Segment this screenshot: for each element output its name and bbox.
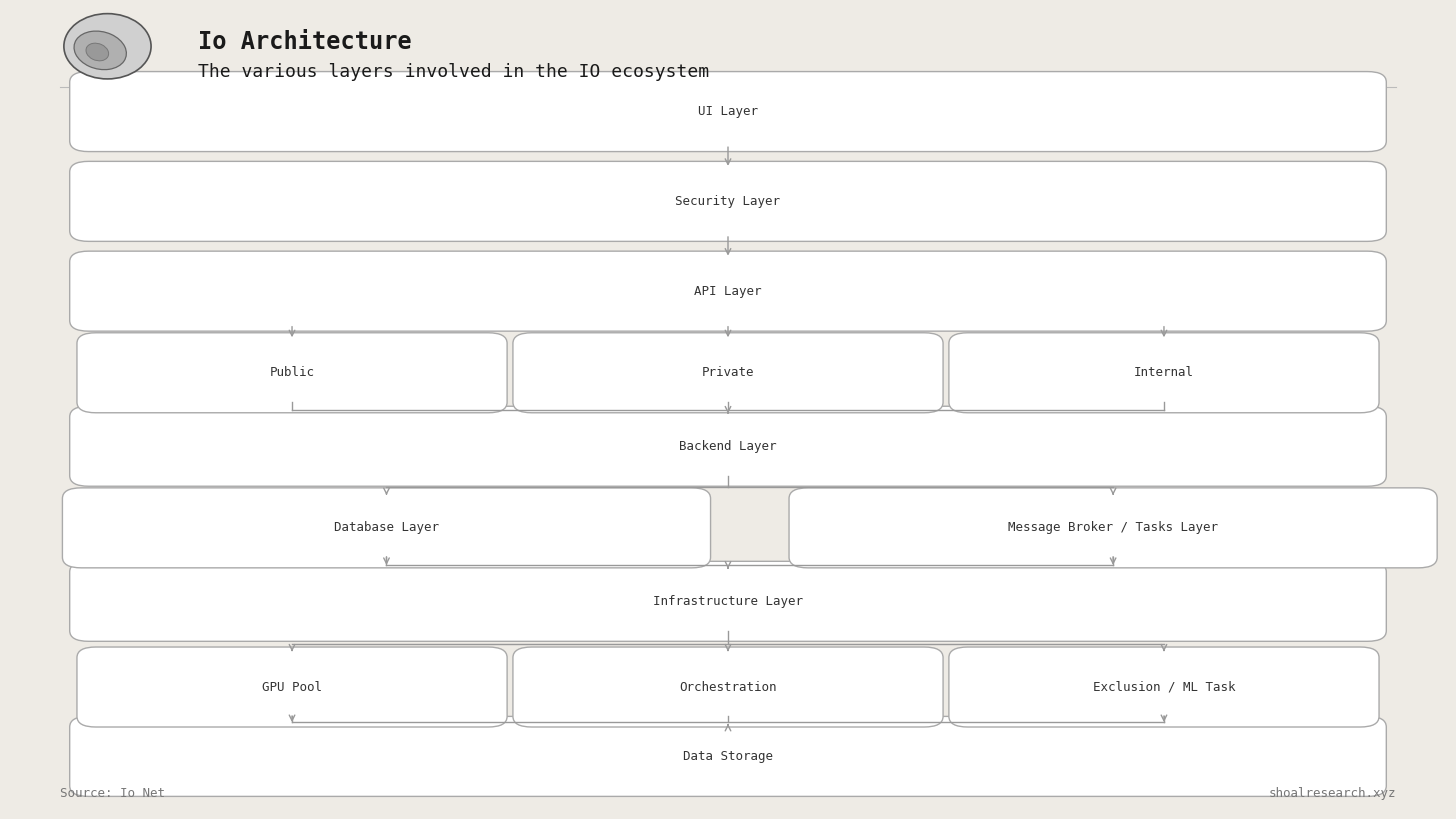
Text: Exclusion / ML Task: Exclusion / ML Task — [1092, 681, 1235, 694]
FancyBboxPatch shape — [70, 251, 1386, 331]
Text: Source: Io Net: Source: Io Net — [60, 787, 165, 799]
Text: Orchestration: Orchestration — [680, 681, 776, 694]
FancyBboxPatch shape — [949, 333, 1379, 413]
Text: The various layers involved in the IO ecosystem: The various layers involved in the IO ec… — [198, 62, 709, 80]
Ellipse shape — [64, 14, 151, 79]
FancyBboxPatch shape — [789, 488, 1437, 568]
Text: UI Layer: UI Layer — [697, 105, 759, 118]
FancyBboxPatch shape — [513, 333, 943, 413]
FancyBboxPatch shape — [63, 488, 711, 568]
FancyBboxPatch shape — [70, 717, 1386, 796]
FancyBboxPatch shape — [70, 71, 1386, 152]
Text: Io Architecture: Io Architecture — [198, 30, 412, 54]
Text: Database Layer: Database Layer — [333, 522, 440, 534]
Text: Public: Public — [269, 366, 314, 379]
Text: Infrastructure Layer: Infrastructure Layer — [652, 595, 804, 608]
Text: Backend Layer: Backend Layer — [680, 440, 776, 453]
Ellipse shape — [86, 43, 109, 61]
Ellipse shape — [74, 31, 127, 70]
Text: Data Storage: Data Storage — [683, 750, 773, 762]
Text: Internal: Internal — [1134, 366, 1194, 379]
FancyBboxPatch shape — [70, 161, 1386, 242]
Text: API Layer: API Layer — [695, 285, 761, 297]
FancyBboxPatch shape — [70, 406, 1386, 486]
Text: shoalresearch.xyz: shoalresearch.xyz — [1270, 787, 1396, 799]
FancyBboxPatch shape — [949, 647, 1379, 727]
Text: Security Layer: Security Layer — [676, 195, 780, 208]
FancyBboxPatch shape — [513, 647, 943, 727]
Text: GPU Pool: GPU Pool — [262, 681, 322, 694]
FancyBboxPatch shape — [77, 333, 507, 413]
Text: Private: Private — [702, 366, 754, 379]
FancyBboxPatch shape — [77, 647, 507, 727]
FancyBboxPatch shape — [70, 561, 1386, 641]
Text: Message Broker / Tasks Layer: Message Broker / Tasks Layer — [1008, 522, 1219, 534]
